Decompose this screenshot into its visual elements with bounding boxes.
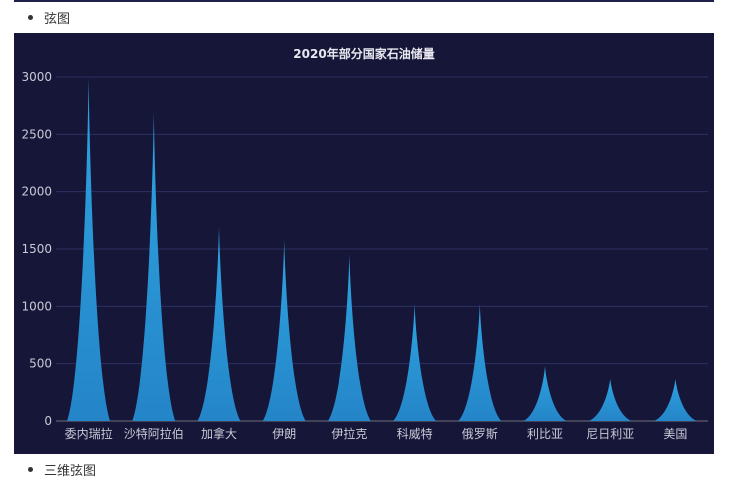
x-tick-label: 委内瑞拉	[65, 426, 113, 441]
y-axis: 0 500 1000 1500 2000 2500 3000	[21, 70, 52, 428]
x-tick-label: 伊拉克	[331, 426, 367, 441]
bar-spike[interactable]	[197, 226, 241, 421]
y-tick-label: 1500	[21, 242, 52, 256]
bar-spike[interactable]	[588, 378, 632, 421]
x-tick-label: 科威特	[397, 426, 433, 441]
bullet-dot	[28, 466, 33, 472]
x-tick-label: 俄罗斯	[462, 427, 498, 441]
bar-spike[interactable]	[327, 254, 371, 421]
section-label: 三维弦图	[44, 463, 97, 479]
x-tick-label: 尼日利亚	[586, 427, 634, 441]
chart-title: 2020年部分国家石油储量	[293, 46, 434, 61]
section-label: 弦图	[44, 11, 71, 27]
x-axis: 委内瑞拉 沙特阿拉伯 加拿大 伊朗 伊拉克 科威特 俄罗斯 利比亚 尼日利亚 美国	[65, 426, 688, 441]
bar-spike[interactable]	[458, 304, 502, 421]
section-item-3d-chord: 三维弦图	[28, 459, 96, 479]
y-tick-label: 3000	[21, 70, 52, 84]
bar-spike[interactable]	[523, 365, 567, 421]
x-tick-label: 沙特阿拉伯	[124, 426, 184, 441]
section-item-chord: 弦图	[28, 7, 70, 27]
bar-spike[interactable]	[653, 378, 697, 421]
x-tick-label: 加拿大	[201, 426, 237, 441]
x-tick-label: 美国	[663, 427, 687, 441]
top-border	[14, 0, 714, 2]
bar-spike[interactable]	[67, 77, 111, 421]
y-tick-label: 0	[44, 414, 52, 428]
bar-spike[interactable]	[393, 304, 437, 421]
y-tick-label: 1000	[21, 299, 52, 313]
bar-spike[interactable]	[262, 239, 306, 421]
bars	[67, 77, 697, 422]
bar-spike[interactable]	[132, 111, 176, 422]
y-tick-label: 2500	[21, 127, 52, 141]
x-tick-label: 利比亚	[527, 427, 563, 441]
bullet-dot	[28, 14, 33, 20]
oil-reserves-chart: 2020年部分国家石油储量 0 500 1000 1500 2000 2500 3000 委…	[21, 46, 708, 441]
x-tick-label: 伊朗	[272, 427, 296, 441]
chart-panel: 2020年部分国家石油储量 0 500 1000 1500 2000 2500 3000 委…	[14, 33, 714, 454]
y-tick-label: 2000	[21, 185, 52, 199]
y-tick-label: 500	[29, 357, 52, 371]
